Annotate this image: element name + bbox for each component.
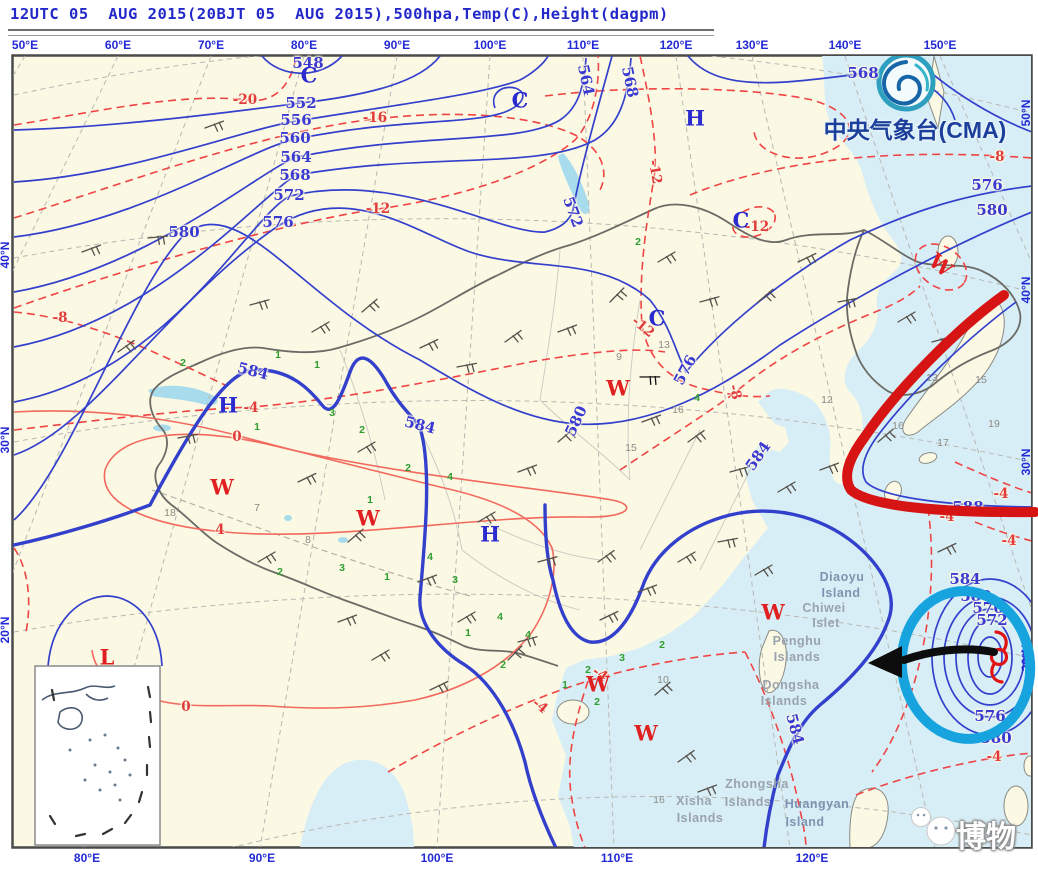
lakes [148, 153, 590, 543]
cma-logo-text: 中央气象台(CMA) [823, 117, 1007, 143]
height-contour-584-thick [13, 356, 893, 847]
temp-contours [13, 56, 1031, 847]
inset-map [34, 665, 161, 846]
cma-logo-icon [876, 56, 936, 112]
title-underline [8, 29, 714, 36]
watermark: 博物 [956, 821, 1016, 854]
warm-contours [13, 410, 628, 709]
page-title: 12UTC 05 AUG 2015(20BJT 05 AUG 2015),500… [10, 5, 669, 23]
province-borders [339, 249, 761, 611]
